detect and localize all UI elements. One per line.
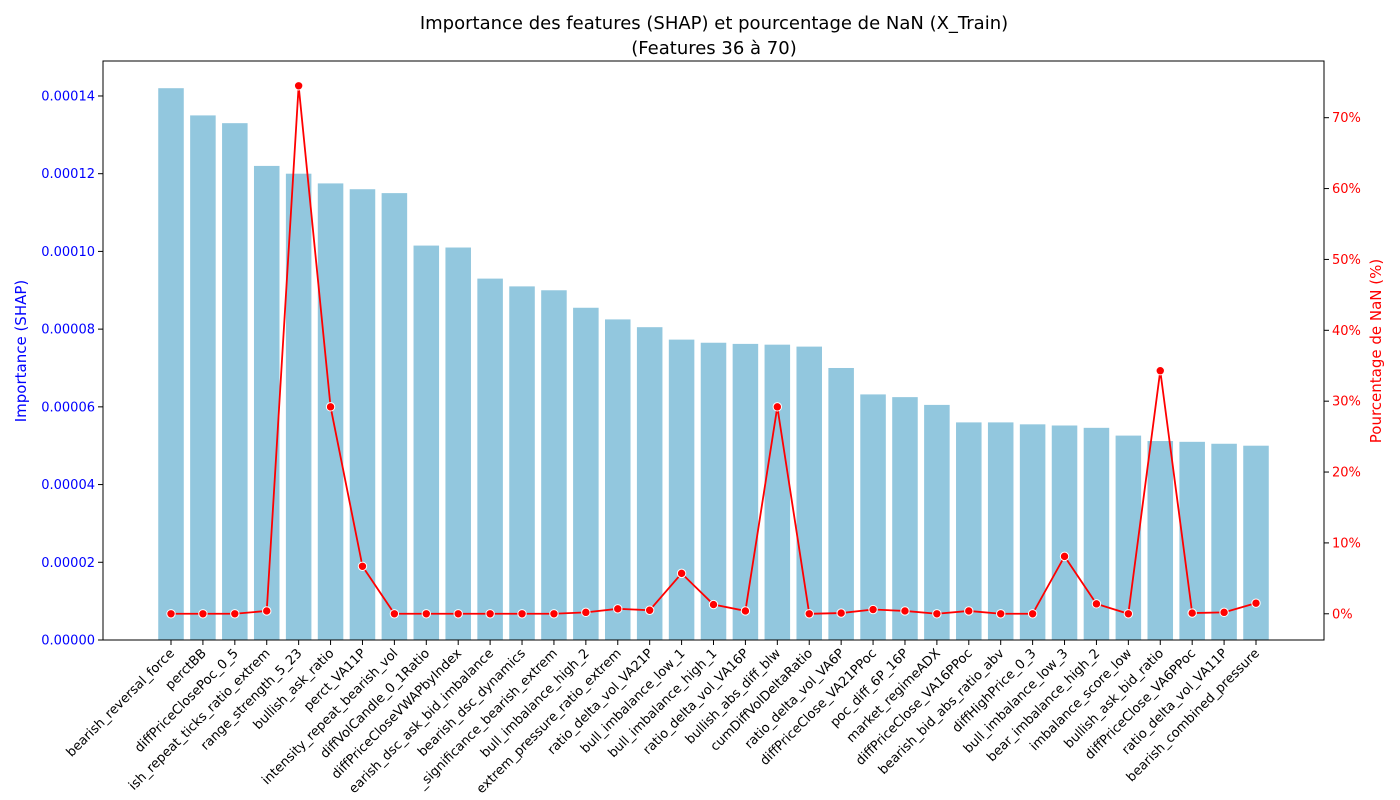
nan-point-34 xyxy=(1252,599,1260,607)
bar-31 xyxy=(1148,441,1174,640)
bar-16 xyxy=(669,340,695,640)
right-tick-label: 0% xyxy=(1332,607,1353,622)
left-tick-label: 0.00014 xyxy=(41,89,95,104)
nan-point-22 xyxy=(869,605,877,613)
nan-point-8 xyxy=(422,610,430,618)
nan-point-10 xyxy=(486,610,494,618)
nan-point-16 xyxy=(677,569,685,577)
left-tick-label: 0.00002 xyxy=(41,556,95,571)
bar-26 xyxy=(988,422,1014,640)
bar-22 xyxy=(860,394,886,640)
left-tick-label: 0.00008 xyxy=(41,323,95,338)
bar-7 xyxy=(382,193,408,640)
x-axis-ticks: bearish_reversal_forceperctBBdiffPriceCl… xyxy=(64,640,1263,797)
nan-point-33 xyxy=(1220,608,1228,616)
bar-27 xyxy=(1020,424,1046,640)
nan-point-21 xyxy=(837,609,845,617)
nan-point-13 xyxy=(582,608,590,616)
bar-23 xyxy=(892,397,918,640)
bar-24 xyxy=(924,405,950,640)
left-tick-label: 0.00004 xyxy=(41,478,95,493)
nan-point-15 xyxy=(645,606,653,614)
nan-point-12 xyxy=(550,610,558,618)
bar-1 xyxy=(190,115,216,640)
nan-point-23 xyxy=(901,607,909,615)
nan-point-32 xyxy=(1188,609,1196,617)
nan-point-26 xyxy=(997,610,1005,618)
chart-subtitle: (Features 36 à 70) xyxy=(631,38,796,59)
nan-point-7 xyxy=(390,610,398,618)
bar-28 xyxy=(1052,426,1078,641)
bar-15 xyxy=(637,327,663,640)
right-tick-label: 50% xyxy=(1332,253,1361,268)
bar-10 xyxy=(477,279,503,640)
bar-13 xyxy=(573,308,599,640)
bar-12 xyxy=(541,290,567,640)
right-tick-label: 30% xyxy=(1332,395,1361,410)
bar-20 xyxy=(796,347,822,640)
chart-title: Importance des features (SHAP) et pource… xyxy=(420,13,1008,34)
nan-point-1 xyxy=(199,610,207,618)
nan-point-28 xyxy=(1060,552,1068,560)
bar-2 xyxy=(222,123,248,640)
right-tick-label: 20% xyxy=(1332,466,1361,481)
nan-point-4 xyxy=(294,82,302,90)
nan-point-5 xyxy=(326,403,334,411)
nan-point-24 xyxy=(933,610,941,618)
nan-point-27 xyxy=(1028,610,1036,618)
left-axis-label: Importance (SHAP) xyxy=(12,280,30,423)
right-tick-label: 10% xyxy=(1332,536,1361,551)
bar-0 xyxy=(158,88,184,640)
bar-series xyxy=(158,88,1269,640)
nan-point-3 xyxy=(263,607,271,615)
nan-point-6 xyxy=(358,562,366,570)
bar-8 xyxy=(414,246,440,640)
bar-9 xyxy=(445,248,471,640)
nan-point-18 xyxy=(741,607,749,615)
nan-point-0 xyxy=(167,610,175,618)
nan-point-25 xyxy=(965,607,973,615)
nan-point-14 xyxy=(614,605,622,613)
bar-3 xyxy=(254,166,280,640)
bar-18 xyxy=(733,344,759,640)
x-tick-label: bearish_reversal_force xyxy=(64,646,178,760)
bar-11 xyxy=(509,286,535,640)
nan-point-17 xyxy=(709,600,717,608)
nan-point-9 xyxy=(454,610,462,618)
nan-point-11 xyxy=(518,610,526,618)
right-tick-label: 70% xyxy=(1332,111,1361,126)
nan-point-31 xyxy=(1156,367,1164,375)
bar-19 xyxy=(765,345,791,640)
nan-point-30 xyxy=(1124,610,1132,618)
bar-5 xyxy=(318,183,344,640)
right-axis-label: Pourcentage de NaN (%) xyxy=(1367,259,1385,443)
bar-6 xyxy=(350,189,376,640)
left-tick-label: 0.00010 xyxy=(41,245,95,260)
nan-point-20 xyxy=(805,610,813,618)
nan-point-19 xyxy=(773,403,781,411)
left-tick-label: 0.00006 xyxy=(41,400,95,415)
right-axis-ticks: 0% 10% 20% 30% 40% 50% 60% 70% xyxy=(1324,111,1361,622)
right-tick-label: 60% xyxy=(1332,182,1361,197)
bar-34 xyxy=(1243,446,1269,640)
left-tick-label: 0.00000 xyxy=(41,634,95,649)
left-axis-ticks: 0.00000 0.00002 0.00004 0.00006 0.00008 0.000… xyxy=(41,89,103,648)
nan-point-29 xyxy=(1092,600,1100,608)
left-tick-label: 0.00012 xyxy=(41,167,95,182)
right-tick-label: 40% xyxy=(1332,324,1361,339)
bar-14 xyxy=(605,319,631,640)
nan-point-2 xyxy=(231,610,239,618)
bar-21 xyxy=(828,368,854,640)
